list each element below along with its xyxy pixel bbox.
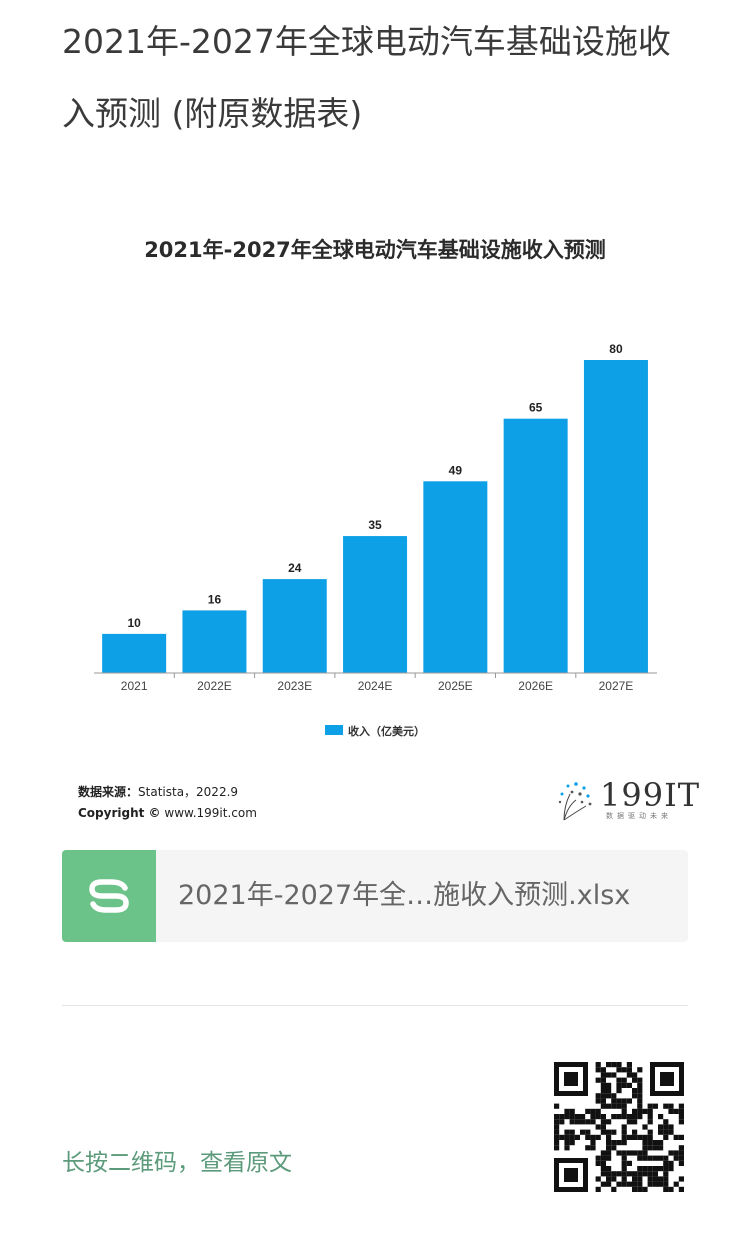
x-tick-label-2023E: 2023E xyxy=(277,679,312,693)
page-title: 2021年-2027年全球电动汽车基础设施收入预测 (附原数据表) xyxy=(62,22,671,133)
source-label: 数据来源： xyxy=(78,785,139,799)
bar-2022E xyxy=(182,610,247,673)
bar-2025E xyxy=(423,481,488,673)
brand-tagline: 数据驱动未来 xyxy=(606,812,672,820)
data-label-2027E: 80 xyxy=(609,342,623,356)
copyright-label: Copyright © xyxy=(78,806,161,820)
x-tick-label-2027E: 2027E xyxy=(599,679,634,693)
brand-name: 199IT xyxy=(600,776,701,814)
bar-2026E xyxy=(503,418,568,673)
divider xyxy=(62,1005,688,1006)
attachment-file-name[interactable]: 2021年-2027年全…施收入预测.xlsx xyxy=(178,880,631,911)
legend-label: 收入（亿美元） xyxy=(348,724,425,738)
chart-title: 2021年-2027年全球电动汽车基础设施收入预测 xyxy=(144,238,606,262)
x-tick-label-2024E: 2024E xyxy=(358,679,393,693)
dandelion-icon xyxy=(558,782,592,821)
x-tick-label-2021: 2021 xyxy=(121,679,148,693)
bar-2021 xyxy=(102,633,167,673)
brand-logo: 199IT 数据驱动未来 xyxy=(554,776,699,824)
copyright-text: www.199it.com xyxy=(164,806,257,820)
bar-chart: 10 16 24 35 49 65 80 2021 2022E 2023E 2024E 2025E 2… xyxy=(94,342,657,738)
data-label-2021: 10 xyxy=(127,616,141,630)
data-label-2023E: 24 xyxy=(288,561,302,575)
data-label-2024E: 35 xyxy=(368,518,382,532)
qr-hint-text: 长按二维码，查看原文 xyxy=(62,1150,292,1176)
spreadsheet-icon xyxy=(62,850,156,942)
data-label-2025E: 49 xyxy=(449,463,463,477)
bar-2024E xyxy=(343,536,408,673)
source-text: Statista，2022.9 xyxy=(138,785,239,799)
data-label-2026E: 65 xyxy=(529,401,543,415)
legend-swatch xyxy=(325,725,343,735)
x-tick-label-2025E: 2025E xyxy=(438,679,473,693)
attachment-card[interactable]: 2021年-2027年全…施收入预测.xlsx xyxy=(62,850,688,942)
source-note: 数据来源：Statista，2022.9 Copyright © www.199… xyxy=(78,782,257,824)
data-label-2022E: 16 xyxy=(208,592,222,606)
x-tick-label-2026E: 2026E xyxy=(518,679,553,693)
bar-2027E xyxy=(583,360,648,673)
bar-2023E xyxy=(262,579,327,673)
x-tick-label-2022E: 2022E xyxy=(197,679,232,693)
qr-code[interactable] xyxy=(552,1060,686,1194)
